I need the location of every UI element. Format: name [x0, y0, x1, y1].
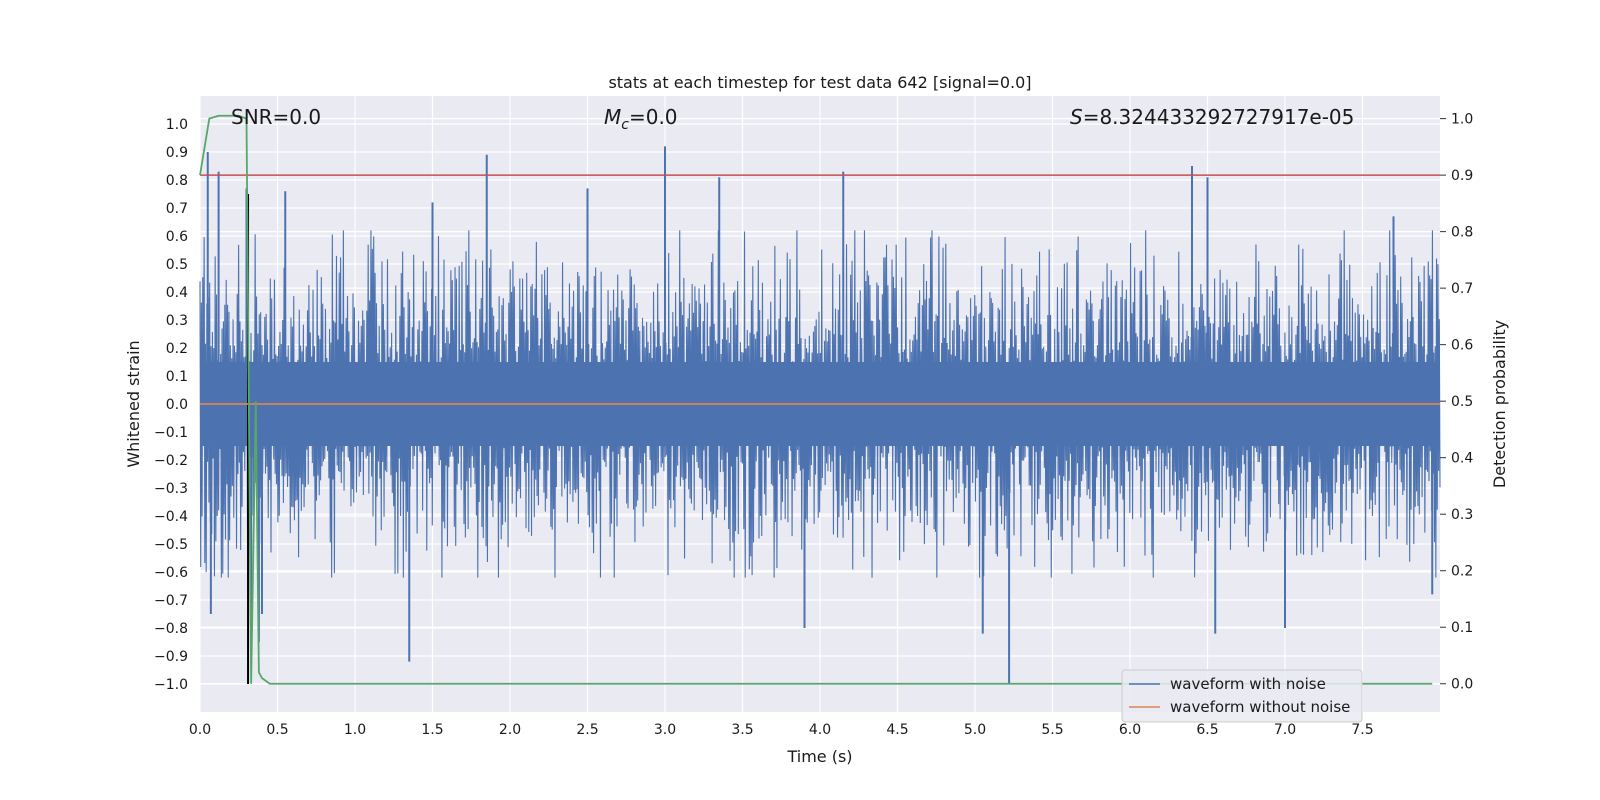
mc-annotation: Mc=0.0 [604, 105, 678, 133]
y-axis-right: 1.0 0.9 0.8 0.7 0.6 0.5 0.4 0.3 0.2 0.1 0.0 [1440, 112, 1473, 693]
y-tick-label: −0.3 [154, 481, 188, 497]
y2-tick-label: 0.9 [1451, 168, 1473, 184]
x-tick-label: 0.5 [266, 722, 288, 738]
x-axis: 0.0 0.5 1.0 1.5 2.0 2.5 3.0 3.5 4.0 4.5 5.0 5.5 6.0 6… [189, 722, 1374, 738]
y2-tick-label: 0.3 [1451, 507, 1473, 523]
x-tick-label: 7.5 [1351, 722, 1373, 738]
y2-tick-label: 0.6 [1451, 338, 1473, 354]
x-tick-label: 7.0 [1274, 722, 1296, 738]
x-tick-label: 6.0 [1119, 722, 1141, 738]
y2-axis-label: Detection probability [1490, 320, 1509, 488]
y2-tick-label: 0.1 [1451, 620, 1473, 636]
y2-tick-label: 0.8 [1451, 225, 1473, 241]
x-tick-label: 4.5 [886, 722, 908, 738]
y-tick-label: −0.1 [154, 425, 188, 441]
y2-tick-label: 0.0 [1451, 677, 1473, 693]
y-tick-label: 0.0 [166, 397, 188, 413]
y-tick-label: 0.4 [166, 285, 188, 301]
mc-value: =0.0 [629, 105, 678, 129]
overlay-lines [199, 114, 1440, 685]
x-tick-label: 4.0 [809, 722, 831, 738]
legend-label-waveform-without-noise: waveform without noise [1170, 698, 1350, 716]
chart-title: stats at each timestep for test data 642… [608, 73, 1031, 92]
s-symbol: S [1070, 105, 1083, 129]
x-tick-label: 5.0 [964, 722, 986, 738]
y-tick-label: 0.1 [166, 369, 188, 385]
y-tick-label: 0.8 [166, 173, 188, 189]
x-tick-label: 0.0 [189, 722, 211, 738]
x-tick-label: 6.5 [1196, 722, 1218, 738]
legend-label-waveform-with-noise: waveform with noise [1170, 675, 1326, 693]
x-tick-label: 5.5 [1041, 722, 1063, 738]
x-tick-label: 3.0 [654, 722, 676, 738]
x-tick-label: 2.5 [576, 722, 598, 738]
y-tick-label: −0.5 [154, 537, 188, 553]
s-annotation: S=8.324433292727917e-05 [1070, 105, 1354, 129]
y-tick-label: 1.0 [166, 117, 188, 133]
y2-tick-label: 1.0 [1451, 112, 1473, 128]
detection-probability-line [199, 114, 1433, 685]
y-tick-label: −0.7 [154, 593, 188, 609]
y-tick-label: −0.2 [154, 453, 188, 469]
y-tick-label: 0.9 [166, 145, 188, 161]
y-tick-label: 0.2 [166, 341, 188, 357]
x-tick-label: 1.0 [344, 722, 366, 738]
y-tick-label: 0.6 [166, 229, 188, 245]
mc-subscript: c [621, 117, 629, 133]
grid-lines [199, 96, 1440, 712]
snr-annotation: SNR=0.0 [231, 105, 321, 129]
x-tick-label: 3.5 [731, 722, 753, 738]
s-value: =8.324433292727917e-05 [1083, 105, 1355, 129]
y2-tick-label: 0.5 [1451, 394, 1473, 410]
y2-tick-label: 0.2 [1451, 564, 1473, 580]
legend-box [1121, 669, 1363, 723]
y-axis-left: 1.0 0.9 0.8 0.7 0.6 0.5 0.4 0.3 0.2 0.1 0.0 −0.1 −0.… [154, 117, 188, 693]
y2-tick-label: 0.4 [1451, 451, 1473, 467]
y2-tick-label: 0.7 [1451, 281, 1473, 297]
y-tick-label: −0.8 [154, 621, 188, 637]
y-tick-label: −0.6 [154, 565, 188, 581]
legend: waveform with noise waveform without noi… [1121, 669, 1363, 723]
x-axis-label: Time (s) [786, 747, 852, 766]
y-tick-label: −0.9 [154, 649, 188, 665]
x-tick-label: 2.0 [499, 722, 521, 738]
y-axis-label: Whitened strain [124, 340, 143, 467]
x-tick-label: 1.5 [421, 722, 443, 738]
y-tick-label: 0.5 [166, 257, 188, 273]
y-tick-label: −0.4 [154, 509, 188, 525]
mc-symbol: M [604, 105, 621, 129]
y-tick-label: −1.0 [154, 677, 188, 693]
y-tick-label: 0.3 [166, 313, 188, 329]
y-tick-label: 0.7 [166, 201, 188, 217]
